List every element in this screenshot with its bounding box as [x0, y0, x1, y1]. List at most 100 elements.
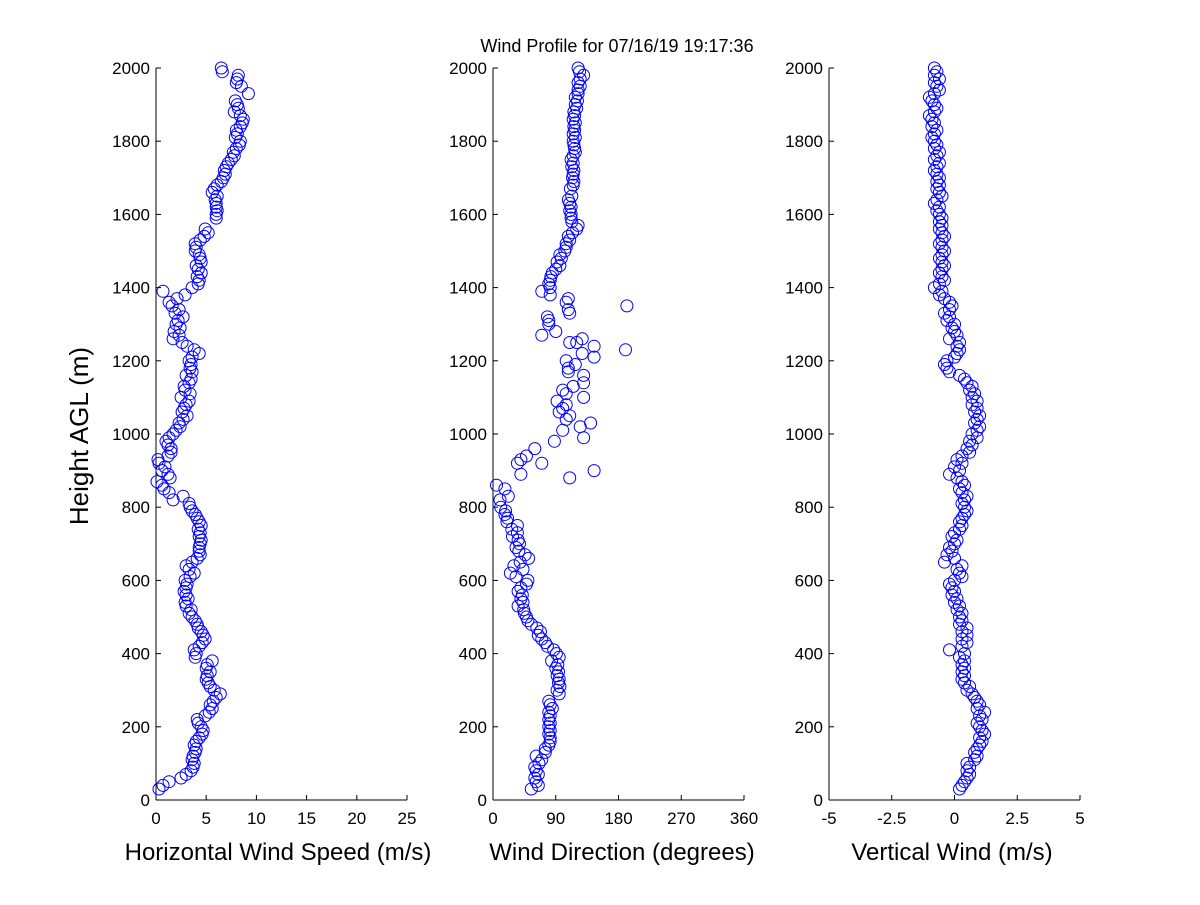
y-axis-label: Height AGL (m) — [64, 347, 94, 525]
data-point — [540, 310, 554, 324]
data-point — [955, 456, 969, 470]
data-point — [571, 87, 585, 101]
data-point — [561, 229, 575, 243]
y-tick-label: 1200 — [112, 352, 150, 371]
data-point — [545, 266, 559, 280]
data-point — [935, 284, 949, 298]
data-point — [953, 343, 966, 357]
y-tick-label: 400 — [795, 645, 823, 664]
data-point — [185, 610, 199, 624]
data-point — [922, 90, 936, 104]
data-point — [520, 610, 533, 624]
data-point — [178, 288, 192, 302]
data-point — [932, 72, 946, 86]
data-point — [968, 745, 982, 759]
data-point — [538, 742, 552, 756]
data-point — [209, 691, 223, 704]
data-point — [563, 336, 577, 349]
data-point — [518, 548, 532, 562]
data-point — [930, 167, 944, 181]
data-point — [231, 68, 245, 82]
data-point — [559, 398, 573, 412]
data-point — [968, 405, 982, 419]
data-point — [958, 500, 971, 514]
x-tick-label: 180 — [604, 809, 632, 828]
data-point — [568, 116, 582, 130]
data-point — [570, 94, 584, 108]
data-point — [571, 61, 585, 75]
data-point — [494, 500, 508, 514]
data-point — [176, 310, 190, 324]
data-point — [549, 262, 563, 276]
y-tick-label: 200 — [795, 718, 823, 737]
panel-2: 0 200 400 600 800 1000 1200 1400 1600 1800 2000 0 90… — [449, 59, 758, 866]
data-point — [514, 467, 528, 481]
data-point — [549, 325, 563, 338]
y-tick-label: 1000 — [449, 425, 487, 444]
data-point — [953, 782, 966, 796]
data-point — [564, 211, 578, 225]
data-point — [206, 694, 220, 708]
data-point — [948, 350, 961, 364]
x-tick-label: -5 — [821, 809, 836, 828]
x-tick-label: 2.5 — [1005, 809, 1029, 828]
data-point — [968, 753, 982, 767]
data-point — [535, 632, 549, 646]
data-point — [935, 226, 949, 240]
data-point — [932, 215, 946, 229]
data-point — [150, 475, 164, 489]
data-point — [190, 617, 204, 631]
data-point — [930, 79, 944, 93]
data-point — [516, 562, 530, 576]
data-point — [152, 782, 166, 796]
data-point — [164, 442, 178, 456]
data-point — [179, 767, 193, 781]
data-point — [943, 577, 956, 591]
data-point — [953, 368, 966, 382]
data-point — [170, 292, 184, 306]
data-point — [551, 658, 565, 672]
panel-3: 0 200 400 600 800 1000 1200 1400 1600 1800 2000 -5 -… — [785, 59, 1085, 866]
data-point — [568, 358, 582, 371]
data-point — [577, 431, 591, 445]
data-point — [575, 347, 589, 360]
data-point — [190, 551, 204, 565]
data-point — [547, 434, 561, 448]
data-point — [506, 530, 519, 543]
data-point — [978, 705, 992, 719]
data-point — [157, 482, 171, 496]
data-point — [156, 284, 170, 298]
data-point — [948, 460, 961, 474]
data-point — [182, 354, 196, 368]
data-point — [943, 332, 956, 346]
data-point — [927, 153, 941, 166]
data-point — [960, 756, 974, 770]
data-point — [938, 259, 951, 273]
data-point — [501, 511, 515, 525]
data-point — [161, 438, 175, 452]
data-point — [559, 295, 573, 309]
y-tick-label: 400 — [122, 645, 150, 664]
data-point — [493, 493, 507, 507]
data-point — [195, 636, 209, 650]
data-point — [191, 522, 205, 536]
data-point — [968, 416, 982, 430]
y-tick-label: 1600 — [449, 205, 487, 224]
data-point — [516, 595, 530, 609]
data-point — [955, 658, 969, 672]
data-point — [973, 720, 987, 734]
data-point — [973, 698, 987, 712]
data-point — [925, 131, 939, 144]
data-point — [214, 61, 228, 75]
data-point — [938, 358, 951, 371]
data-point — [198, 222, 212, 236]
data-point — [927, 281, 941, 295]
data-point — [965, 438, 979, 452]
data-point — [230, 98, 244, 112]
data-point — [930, 204, 944, 218]
data-point — [960, 628, 974, 642]
data-point — [227, 105, 241, 119]
data-point — [963, 445, 977, 459]
data-point — [209, 211, 223, 225]
